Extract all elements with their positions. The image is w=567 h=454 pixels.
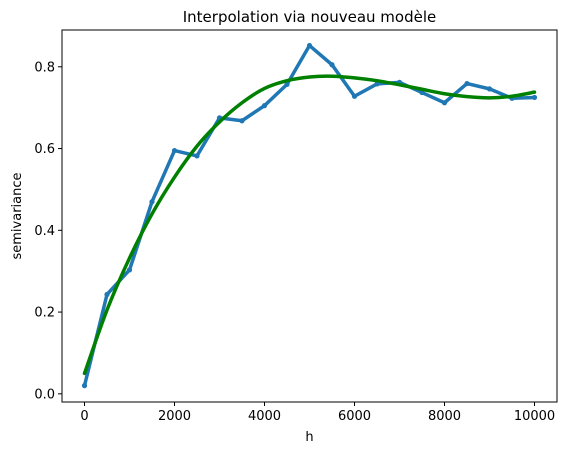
x-axis-title: h [305, 430, 313, 445]
model-fit-line [82, 74, 537, 376]
y-tick-label: 0.0 [34, 387, 55, 402]
data-point [239, 118, 245, 124]
x-tick-label: 4000 [248, 409, 281, 424]
y-axis: 0.0 0.2 0.4 0.6 0.8 [34, 60, 62, 402]
x-axis: 0 2000 4000 6000 8000 10000 [80, 402, 555, 424]
data-point [261, 103, 268, 109]
data-point [441, 100, 448, 106]
data-point [149, 199, 155, 205]
y-tick-label: 0.4 [34, 224, 55, 239]
data-point [486, 86, 493, 92]
data-point [81, 383, 88, 389]
data-point [329, 62, 335, 68]
data-point [464, 80, 470, 87]
x-tick-label: 2000 [158, 409, 191, 424]
data-point [531, 94, 538, 101]
data-point [284, 81, 290, 87]
x-tick-label: 8000 [428, 409, 461, 424]
data-point [171, 147, 178, 154]
y-tick-label: 0.6 [34, 142, 55, 157]
x-tick-label: 10000 [514, 409, 555, 424]
data-point [306, 42, 313, 49]
data-point [126, 267, 133, 273]
x-tick-label: 0 [80, 409, 88, 424]
x-tick-label: 6000 [338, 409, 371, 424]
y-tick-label: 0.8 [34, 60, 55, 75]
chart-title: Interpolation via nouveau modèle [183, 8, 436, 26]
data-point [104, 291, 110, 298]
data-point [351, 93, 358, 99]
plot-series [81, 42, 538, 389]
y-axis-title: semivariance [10, 172, 25, 259]
plot-frame [61, 29, 558, 403]
data-point [194, 153, 200, 159]
y-tick-label: 0.2 [34, 306, 55, 321]
